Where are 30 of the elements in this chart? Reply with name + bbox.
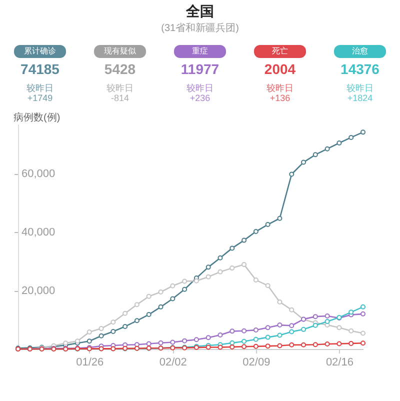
- text: +1749: [27, 93, 53, 103]
- text: 较昨日: [106, 83, 134, 93]
- data-label: 5428: [104, 61, 136, 77]
- y-tick-label: 40,000: [22, 226, 56, 239]
- category-label: 死亡: [272, 46, 288, 56]
- x-tick-label: 02/16: [326, 356, 354, 368]
- text: (31省和新疆兵团): [161, 22, 239, 34]
- text: 较昨日: [346, 83, 374, 93]
- text: +1824: [347, 93, 373, 103]
- category-label: 累计确诊: [24, 46, 56, 56]
- text: 较昨日: [266, 83, 294, 93]
- x-tick-label: 01/26: [76, 356, 104, 368]
- text: +136: [270, 93, 290, 103]
- text: 较昨日: [186, 83, 214, 93]
- y-tick-label: 60,000: [22, 168, 56, 180]
- text: +236: [190, 93, 210, 103]
- category-label: 治愈: [352, 46, 368, 56]
- data-label: 14376: [340, 61, 380, 77]
- text: 全国: [185, 3, 214, 19]
- data-label: 74185: [20, 61, 60, 77]
- y-axis-title: 病例数(例): [14, 112, 60, 124]
- x-tick-label: 02/09: [242, 356, 270, 368]
- data-label: 11977: [180, 61, 220, 77]
- x-tick-label: 02/02: [159, 356, 187, 368]
- data-label: 2004: [264, 61, 296, 77]
- text: -814: [110, 93, 130, 103]
- category-label: 现有疑似: [104, 46, 137, 56]
- text: 较昨日: [26, 83, 54, 93]
- category-label: 重症: [192, 46, 208, 56]
- y-tick-label: 20,000: [22, 285, 56, 298]
